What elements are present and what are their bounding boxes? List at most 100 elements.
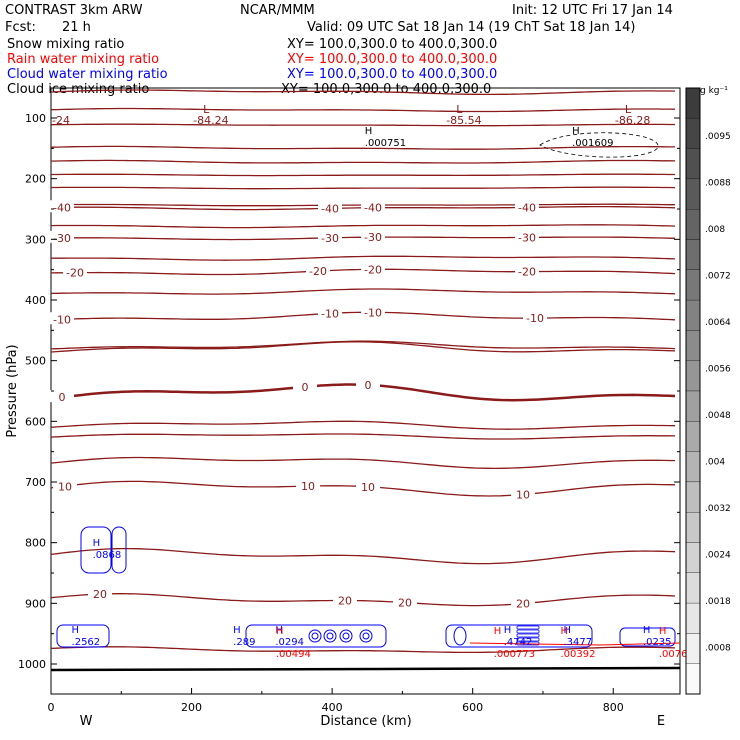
isotherm xyxy=(50,646,676,654)
fcst-label: Fcst: xyxy=(5,20,36,35)
isotherm-label-bg xyxy=(333,593,357,606)
y-tick-label: 700 xyxy=(25,476,46,489)
valid-time: Valid: 09 UTC Sat 18 Jan 14 (19 ChT Sat … xyxy=(307,20,635,35)
init-time: Init: 12 UTC Fri 17 Jan 14 xyxy=(512,3,673,18)
isotherm xyxy=(50,288,676,295)
east-label: E xyxy=(657,714,665,729)
colorbar-cell xyxy=(685,451,701,483)
isotherm-label: -30 xyxy=(321,232,339,245)
isotherm-label-bg xyxy=(88,587,112,600)
isotherm-label-bg xyxy=(356,479,380,492)
isotherm xyxy=(50,456,676,470)
rain-max-value: .00764 xyxy=(659,649,694,660)
colorbar-tick-label: .0048 xyxy=(705,411,731,421)
field-rain-name: Rain water mixing ratio xyxy=(7,52,159,67)
isotherm xyxy=(51,186,676,190)
y-tick-label: 600 xyxy=(25,415,46,428)
colorbar-tick-label: .0056 xyxy=(705,365,731,375)
cloud-water-contour xyxy=(56,624,110,648)
isotherm xyxy=(50,159,676,164)
colorbar-tick-label: .008 xyxy=(705,225,725,235)
isotherm-label: -10 xyxy=(364,306,382,319)
colorbar-tick-label: .0008 xyxy=(705,644,731,654)
cloud-water-contour xyxy=(339,629,353,643)
field-snow-xy: XY= 100.0,300.0 to 400.0,300.0 xyxy=(287,37,497,52)
cloud-water-contour xyxy=(80,526,112,574)
colorbar-cell xyxy=(685,572,701,604)
isotherm-label-bg xyxy=(515,200,539,213)
isotherm-label: 20 xyxy=(93,588,107,601)
rain-max-value: .000773 xyxy=(494,649,535,660)
cloud-water-max-mark: H xyxy=(504,625,512,636)
isotherm-label-bg xyxy=(50,200,74,213)
colorbar-cell xyxy=(685,481,701,513)
ground-line xyxy=(50,666,681,672)
rain-contour xyxy=(469,642,681,646)
colorbar-cell xyxy=(685,542,701,573)
moisture-contours xyxy=(50,132,681,672)
cloud-water-contour xyxy=(359,629,373,643)
snow-max-mark: H xyxy=(572,126,580,137)
cloud-water-contour xyxy=(311,632,319,640)
colorbar: g kg⁻¹ .0095 .0088 .008 .0072 .0064 .0056 .004… xyxy=(685,86,731,695)
cloud-water-max-mark: H xyxy=(643,625,651,636)
colorbar-cell xyxy=(685,330,701,361)
isotherm-label: -10 xyxy=(53,313,71,326)
isotherm-label: -30 xyxy=(364,231,382,244)
isotherm xyxy=(50,341,676,353)
rain-max-value: .00494 xyxy=(276,649,311,660)
cloud-water-contour xyxy=(323,629,337,643)
isotherm-label: -20 xyxy=(309,265,327,278)
isotherm xyxy=(50,107,676,113)
rain-max-value: .00392 xyxy=(560,649,595,660)
isotherm-label: 20 xyxy=(516,597,530,610)
isotherm xyxy=(50,340,676,350)
snow-contour xyxy=(539,132,659,158)
cloud-water-max-value: .289 xyxy=(233,637,255,648)
y-tick-label: 400 xyxy=(25,294,46,307)
colorbar-tick-label: .0088 xyxy=(705,179,731,189)
x-axis-title: Distance (km) xyxy=(320,714,411,729)
isotherm-label-bg xyxy=(53,479,77,492)
snow-max-value: .001609 xyxy=(572,138,613,149)
isotherm-label-bg xyxy=(50,312,74,325)
cloud-water-contour xyxy=(326,632,334,640)
isotherm-label-bg xyxy=(361,262,385,275)
isotherm xyxy=(50,123,675,127)
field-cloudwater-xy: XY= 100.0,300.0 to 400.0,300.0 xyxy=(287,67,497,82)
temperature-contours xyxy=(50,89,676,654)
isotherm-label-bg xyxy=(296,479,320,492)
colorbar-cell xyxy=(685,178,701,210)
isotherm-label-bg xyxy=(63,265,87,278)
colorbar-cell xyxy=(685,148,701,180)
isotherm-label: -20 xyxy=(518,266,536,279)
colorbar-tick-label: .0072 xyxy=(705,272,731,282)
rain-max-mark: H xyxy=(560,626,568,637)
west-label: W xyxy=(80,714,93,729)
isotherm-label-bg xyxy=(318,201,342,214)
cloud-water-contour xyxy=(111,526,127,574)
axes: 0 200 400 600 800100200300400500600700800900… xyxy=(18,112,680,714)
isotherm-label-bg xyxy=(293,379,317,392)
min-mark: L xyxy=(456,103,463,116)
colorbar-cell xyxy=(685,209,701,240)
colorbar-cell xyxy=(685,239,701,270)
contour-labels: -40 -40 -40 -40 -30 -30 -30 -30 -20 -20 -20 -20 -10 -… xyxy=(50,103,694,660)
isotherm-label: 20 xyxy=(398,597,412,610)
isotherm-label: -40 xyxy=(321,202,339,215)
cloud-water-max-value: .0235 xyxy=(643,637,672,648)
fcst-value: 21 h xyxy=(62,20,91,35)
isotherm-label: 10 xyxy=(301,480,315,493)
isotherm-label-bg xyxy=(356,377,380,390)
snow-max-mark: H xyxy=(365,126,373,137)
isotherm xyxy=(50,547,676,565)
cloud-water-contour xyxy=(362,632,370,640)
isotherm-label-bg xyxy=(306,264,330,277)
colorbar-cell xyxy=(685,390,701,422)
cloud-water-max-mark: H xyxy=(563,625,571,636)
center-title: NCAR/MMM xyxy=(240,3,315,18)
colorbar-tick-label: .0095 xyxy=(705,132,731,142)
min-value: -85.54 xyxy=(446,114,481,127)
cloud-water-max-value: .4742 xyxy=(504,637,533,648)
rain-max-mark: H xyxy=(276,626,284,637)
